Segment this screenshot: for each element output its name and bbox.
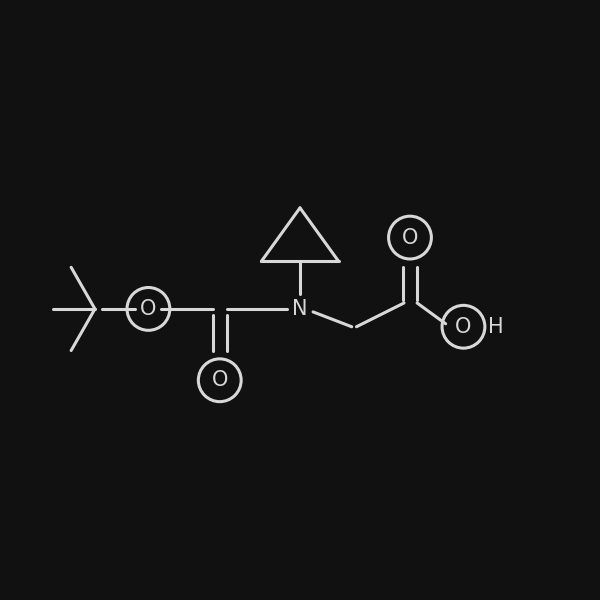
Text: H: H xyxy=(488,317,504,337)
Text: O: O xyxy=(212,370,228,390)
Circle shape xyxy=(392,220,428,256)
Text: O: O xyxy=(455,317,472,337)
Circle shape xyxy=(445,308,482,345)
Circle shape xyxy=(130,291,167,327)
Text: O: O xyxy=(402,227,418,248)
Circle shape xyxy=(202,362,238,398)
Text: O: O xyxy=(140,299,157,319)
Text: N: N xyxy=(292,299,308,319)
